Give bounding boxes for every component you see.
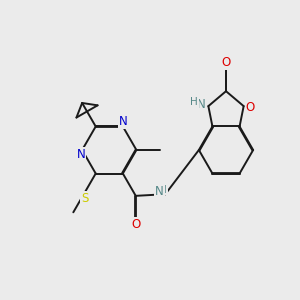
- Text: O: O: [221, 56, 231, 69]
- Text: N: N: [155, 185, 164, 198]
- Text: H: H: [190, 97, 198, 107]
- Text: O: O: [131, 218, 140, 231]
- Text: H: H: [159, 184, 167, 195]
- Text: N: N: [197, 98, 206, 111]
- Text: N: N: [118, 115, 127, 128]
- Text: N: N: [76, 148, 85, 160]
- Text: O: O: [246, 101, 255, 114]
- Text: S: S: [81, 192, 88, 205]
